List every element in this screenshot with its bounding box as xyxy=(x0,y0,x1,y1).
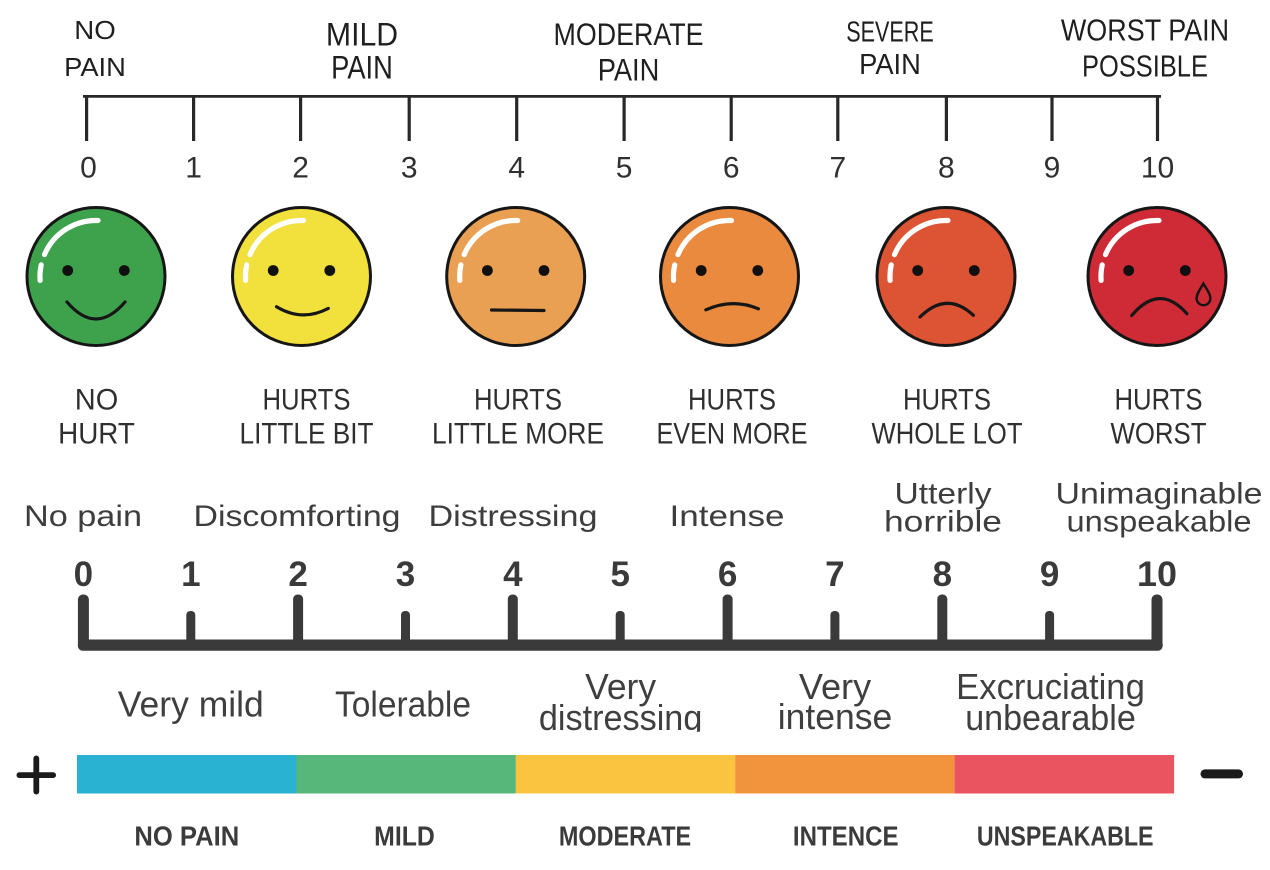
svg-text:POSSIBLE: POSSIBLE xyxy=(1082,49,1208,84)
svg-text:HURTS: HURTS xyxy=(474,384,562,417)
svg-text:MODERATE: MODERATE xyxy=(559,821,691,852)
svg-text:Utterly: Utterly xyxy=(895,478,992,511)
svg-text:Distressing: Distressing xyxy=(429,500,598,533)
svg-text:HURTS: HURTS xyxy=(688,384,776,417)
svg-text:EVEN MORE: EVEN MORE xyxy=(657,418,808,451)
svg-text:WORST PAIN: WORST PAIN xyxy=(1061,13,1229,48)
svg-text:7: 7 xyxy=(825,555,844,594)
svg-text:Very: Very xyxy=(799,666,872,707)
svg-text:HURTS: HURTS xyxy=(903,384,991,417)
svg-text:PAIN: PAIN xyxy=(598,52,660,88)
svg-text:NO PAIN: NO PAIN xyxy=(134,821,239,852)
svg-text:8: 8 xyxy=(933,555,952,594)
svg-text:Intense: Intense xyxy=(670,500,785,533)
svg-text:7: 7 xyxy=(829,152,846,185)
svg-text:LITTLE MORE: LITTLE MORE xyxy=(432,418,604,451)
svg-text:INTENCE: INTENCE xyxy=(793,821,899,852)
svg-text:1: 1 xyxy=(185,152,202,185)
svg-text:MILD: MILD xyxy=(374,821,435,852)
svg-text:2: 2 xyxy=(288,555,307,594)
svg-text:Tolerable: Tolerable xyxy=(335,684,471,725)
svg-text:SEVERE: SEVERE xyxy=(846,17,934,49)
svg-text:3: 3 xyxy=(396,555,415,594)
svg-text:Discomforting: Discomforting xyxy=(194,500,401,533)
svg-text:No pain: No pain xyxy=(24,500,142,533)
svg-text:Very mild: Very mild xyxy=(118,684,264,725)
svg-text:9: 9 xyxy=(1040,555,1059,594)
svg-text:WHOLE LOT: WHOLE LOT xyxy=(872,418,1023,451)
svg-text:PAIN: PAIN xyxy=(331,50,393,86)
svg-text:MODERATE: MODERATE xyxy=(554,16,704,52)
svg-text:NO: NO xyxy=(75,384,119,417)
svg-text:9: 9 xyxy=(1044,152,1061,185)
svg-text:10: 10 xyxy=(1141,152,1174,185)
svg-text:4: 4 xyxy=(503,555,523,594)
svg-text:Excruciating: Excruciating xyxy=(956,666,1145,707)
svg-text:HURTS: HURTS xyxy=(263,384,351,417)
svg-text:UNSPEAKABLE: UNSPEAKABLE xyxy=(977,821,1154,852)
svg-text:unspeakable: unspeakable xyxy=(1067,506,1252,539)
svg-text:10: 10 xyxy=(1137,555,1177,594)
svg-text:2: 2 xyxy=(292,152,309,185)
svg-text:HURTS: HURTS xyxy=(1115,384,1203,417)
svg-text:6: 6 xyxy=(723,152,740,185)
svg-text:horrible: horrible xyxy=(884,506,1002,539)
svg-text:4: 4 xyxy=(508,152,525,185)
svg-text:PAIN: PAIN xyxy=(64,52,126,82)
svg-text:HURT: HURT xyxy=(58,418,135,451)
svg-text:PAIN: PAIN xyxy=(859,49,921,81)
svg-text:5: 5 xyxy=(610,555,629,594)
svg-text:NO: NO xyxy=(74,15,116,45)
svg-text:WORST: WORST xyxy=(1111,418,1207,451)
svg-text:MILD: MILD xyxy=(326,17,398,53)
svg-text:distressing: distressing xyxy=(539,697,703,738)
svg-text:8: 8 xyxy=(938,152,955,185)
svg-text:3: 3 xyxy=(401,152,418,185)
svg-text:unbearable: unbearable xyxy=(965,697,1136,738)
svg-text:1: 1 xyxy=(181,555,200,594)
svg-text:6: 6 xyxy=(718,555,737,594)
svg-text:5: 5 xyxy=(616,152,633,185)
svg-text:intense: intense xyxy=(778,696,892,737)
svg-text:LITTLE BIT: LITTLE BIT xyxy=(240,418,374,451)
svg-text:0: 0 xyxy=(74,555,93,594)
svg-text:0: 0 xyxy=(80,152,97,185)
svg-text:Unimaginable: Unimaginable xyxy=(1056,478,1263,511)
svg-text:Very: Very xyxy=(585,666,657,707)
